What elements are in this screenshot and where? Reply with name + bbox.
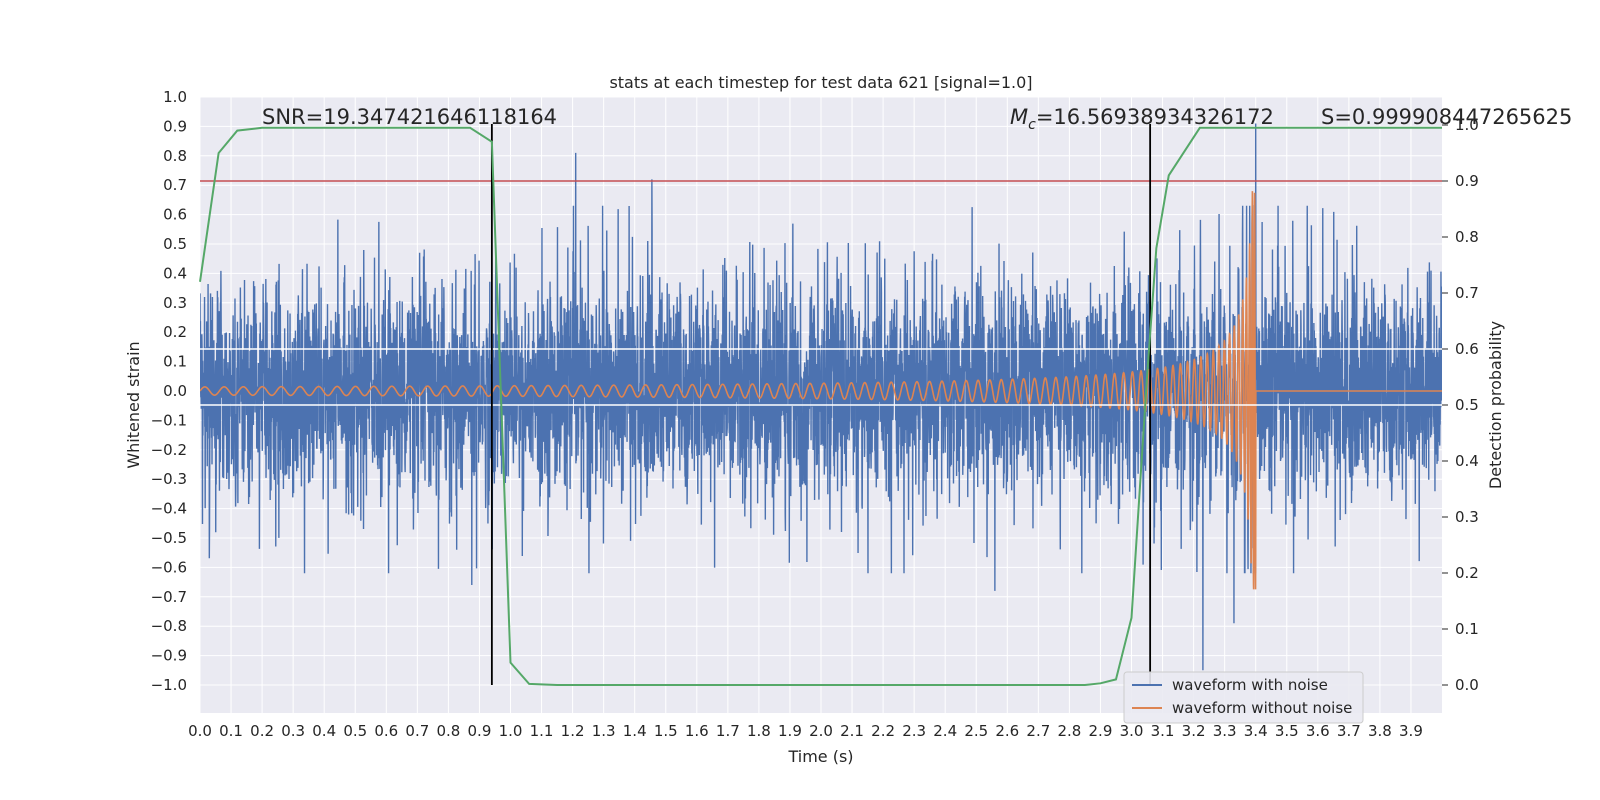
y-tick-label: 0.5 [163, 235, 187, 253]
mc-value: =16.56938934326172 [1036, 105, 1274, 129]
x-tick-label: 2.1 [840, 722, 864, 740]
y2-tick-label: 0.6 [1455, 340, 1479, 358]
x-tick-label: 1.9 [778, 722, 802, 740]
y-tick-label: −0.8 [151, 617, 187, 635]
y-tick-label: 0.7 [163, 176, 187, 194]
x-tick-label: 3.1 [1151, 722, 1175, 740]
y-axis-label: Whitened strain [124, 341, 143, 468]
y-tick-label: 0.3 [163, 294, 187, 312]
y-tick-label: 0.9 [163, 117, 187, 135]
x-tick-label: 3.7 [1337, 722, 1361, 740]
mc-subscript: c [1028, 117, 1036, 133]
y2-tick-label: 0.9 [1455, 172, 1479, 190]
x-tick-label: 3.2 [1182, 722, 1206, 740]
x-tick-label: 1.8 [747, 722, 771, 740]
x-tick-label: 0.0 [188, 722, 212, 740]
y-tick-label: −0.5 [151, 529, 187, 547]
x-tick-label: 1.1 [530, 722, 554, 740]
y-tick-label: −0.2 [151, 441, 187, 459]
x-tick-label: 2.2 [871, 722, 895, 740]
x-tick-label: 3.5 [1275, 722, 1299, 740]
legend-label-clean: waveform without noise [1172, 699, 1352, 717]
x-tick-label: 0.7 [405, 722, 429, 740]
y-tick-label: 0.4 [163, 264, 187, 282]
x-tick-label: 3.9 [1399, 722, 1423, 740]
x-tick-label: 2.0 [809, 722, 833, 740]
y2-tick-label: 0.7 [1455, 284, 1479, 302]
y-tick-label: 0.2 [163, 323, 187, 341]
x-tick-label: 1.3 [592, 722, 616, 740]
x-tick-label: 0.6 [374, 722, 398, 740]
y-tick-label: 1.0 [163, 88, 187, 106]
y-tick-label: −0.4 [151, 500, 187, 518]
mc-annotation: Mc=16.56938934326172 [1010, 105, 1274, 133]
y2-tick-label: 0.0 [1455, 676, 1479, 694]
x-tick-label: 2.6 [995, 722, 1019, 740]
x-tick-label: 1.2 [561, 722, 585, 740]
series-detection-probability [199, 126, 1442, 686]
x-tick-label: 2.5 [964, 722, 988, 740]
y2-tick-label: 0.3 [1455, 508, 1479, 526]
x-tick-label: 2.7 [1026, 722, 1050, 740]
x-tick-label: 3.4 [1244, 722, 1268, 740]
x-tick-label: 1.6 [685, 722, 709, 740]
mc-symbol: M [1010, 105, 1028, 129]
x-tick-label: 2.8 [1057, 722, 1081, 740]
series-waveform-without-noise [200, 191, 1442, 590]
x-tick-label: 2.4 [933, 722, 957, 740]
y-tick-label: 0.8 [163, 147, 187, 165]
y2-axis-label: Detection probability [1486, 321, 1505, 489]
x-tick-label: 0.9 [468, 722, 492, 740]
x-tick-label: 1.4 [623, 722, 647, 740]
y-tick-label: 0.1 [163, 353, 187, 371]
y-tick-label: −1.0 [151, 676, 187, 694]
snr-annotation: SNR=19.347421646118164 [262, 105, 557, 129]
x-tick-label: 0.2 [250, 722, 274, 740]
y-tick-label: −0.3 [151, 470, 187, 488]
s-annotation: S=0.999908447265625 [1321, 105, 1572, 129]
x-tick-label: 0.8 [436, 722, 460, 740]
legend-label-noise: waveform with noise [1172, 676, 1328, 694]
x-tick-label: 1.5 [654, 722, 678, 740]
x-tick-label: 3.8 [1368, 722, 1392, 740]
x-tick-label: 2.9 [1089, 722, 1113, 740]
x-tick-label: 3.0 [1120, 722, 1144, 740]
x-tick-label: 1.7 [716, 722, 740, 740]
legend-box [1123, 671, 1364, 724]
y2-tick-label: 1.0 [1455, 116, 1479, 134]
y2-tick-label: 0.8 [1455, 228, 1479, 246]
y-tick-label: −0.7 [151, 588, 187, 606]
legend: waveform with noise waveform without noi… [1123, 671, 1364, 724]
y-tick-label: −0.9 [151, 647, 187, 665]
x-tick-label: 3.6 [1306, 722, 1330, 740]
x-tick-label: 0.1 [219, 722, 243, 740]
y-tick-label: −0.1 [151, 411, 187, 429]
x-tick-label: 0.4 [312, 722, 336, 740]
x-axis-label: Time (s) [787, 747, 853, 766]
x-tick-label: 3.3 [1213, 722, 1237, 740]
y-tick-label: 0.0 [163, 382, 187, 400]
x-tick-label: 1.0 [499, 722, 523, 740]
y2-tick-label: 0.1 [1455, 620, 1479, 638]
y-tick-label: −0.6 [151, 558, 187, 576]
y2-tick-label: 0.2 [1455, 564, 1479, 582]
chart-title: stats at each timestep for test data 621… [609, 73, 1032, 92]
y2-tick-label: 0.5 [1455, 396, 1479, 414]
x-tick-label: 0.5 [343, 722, 367, 740]
y-tick-label: 0.6 [163, 206, 187, 224]
x-tick-label: 0.3 [281, 722, 305, 740]
y2-tick-label: 0.4 [1455, 452, 1479, 470]
x-tick-label: 2.3 [902, 722, 926, 740]
